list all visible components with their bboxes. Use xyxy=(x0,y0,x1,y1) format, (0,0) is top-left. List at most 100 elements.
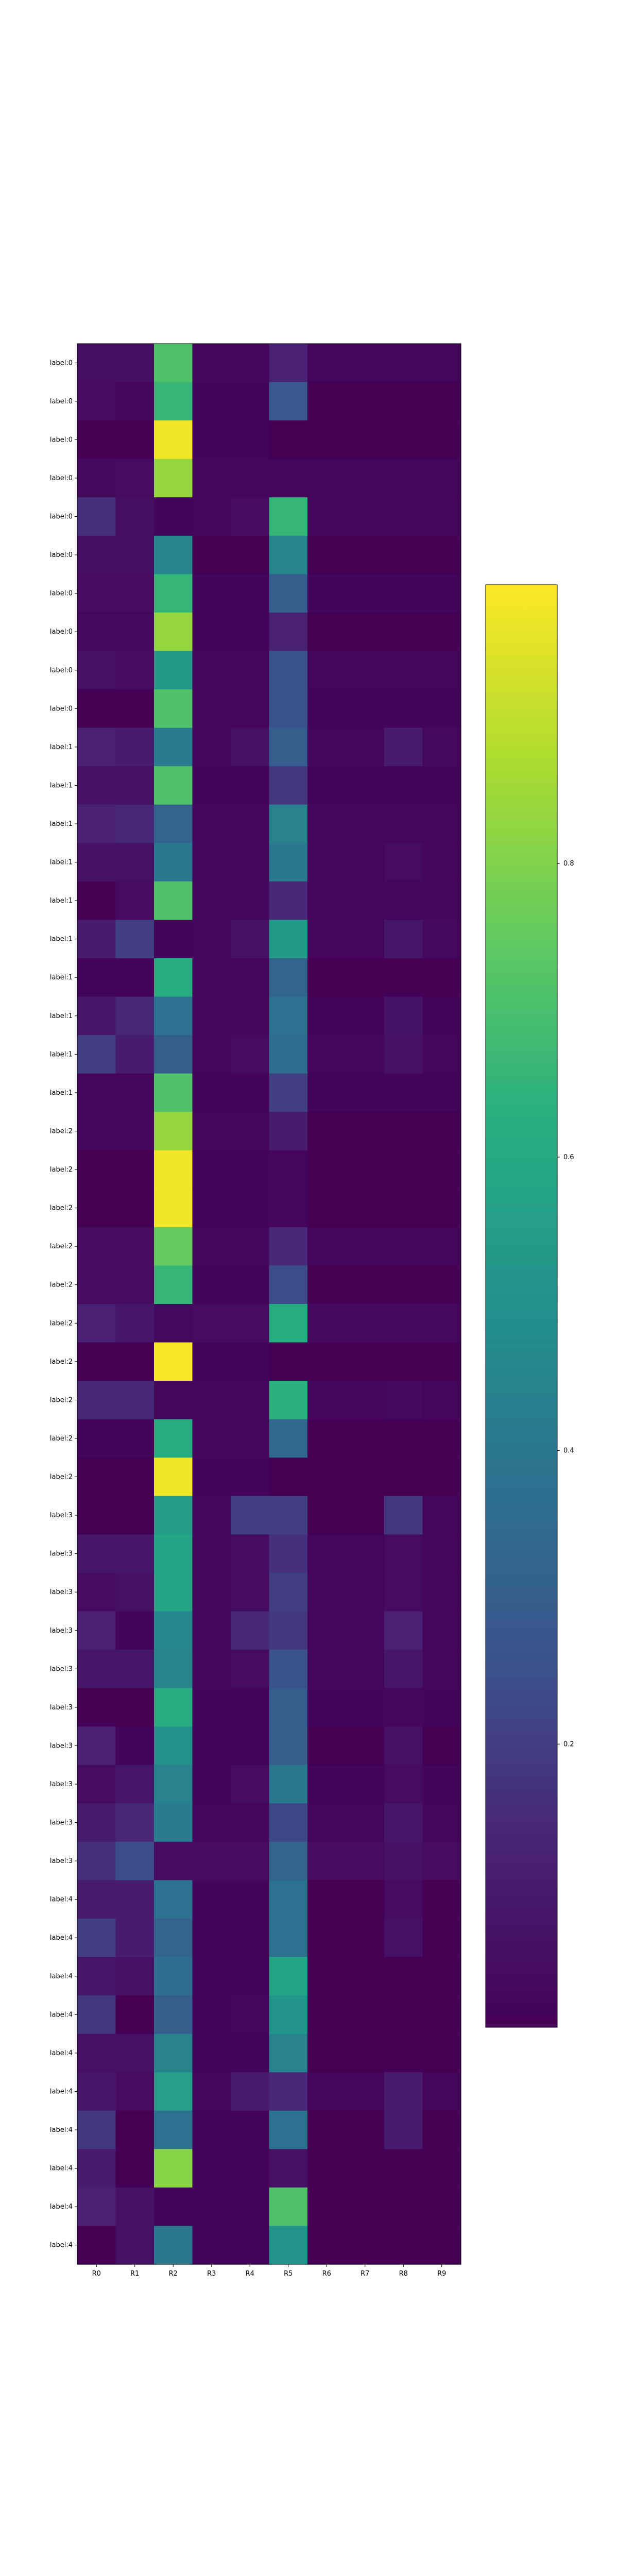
heatmap-cell xyxy=(77,1112,116,1151)
heatmap-cell xyxy=(77,881,116,920)
heatmap-cell xyxy=(269,1419,308,1458)
heatmap-cell xyxy=(346,1458,385,1497)
heatmap-cell xyxy=(422,651,461,690)
column-tick-labels: R0 R1 R2 R3 R4 R5 R6 R7 R8 R9 xyxy=(92,2264,446,2278)
heatmap-cell xyxy=(422,1534,461,1573)
heatmap-cell xyxy=(269,1650,308,1689)
row-tick-label: label:4 xyxy=(50,1973,73,1980)
heatmap-cell xyxy=(192,1112,231,1151)
row-tick-label: label:2 xyxy=(50,1319,73,1327)
heatmap-cell xyxy=(346,1995,385,2035)
heatmap-cell xyxy=(115,1534,154,1573)
heatmap-cell xyxy=(154,574,193,613)
heatmap-cell xyxy=(422,881,461,920)
heatmap-cell xyxy=(269,574,308,613)
heatmap-cell xyxy=(269,920,308,959)
heatmap-cell xyxy=(115,1304,154,1343)
heatmap-cell xyxy=(422,1150,461,1189)
row-tick-label: label:3 xyxy=(50,1512,73,1519)
heatmap-cell xyxy=(154,1419,193,1458)
heatmap-cell xyxy=(269,1841,308,1880)
heatmap-cell xyxy=(384,804,423,843)
heatmap-cell xyxy=(115,727,154,767)
row-tick-label: label:2 xyxy=(50,1396,73,1404)
heatmap-cell xyxy=(77,344,116,383)
heatmap-cell xyxy=(422,2072,461,2111)
heatmap-cell xyxy=(154,1995,193,2035)
row-tick-label: label:0 xyxy=(50,513,73,521)
heatmap-cell xyxy=(115,497,154,536)
heatmap-cell xyxy=(422,1880,461,1919)
row-tick-label: label:4 xyxy=(50,2088,73,2095)
heatmap-cell xyxy=(77,1765,116,1804)
heatmap-cell xyxy=(307,1726,347,1766)
heatmap-cell xyxy=(115,1611,154,1650)
heatmap-cell xyxy=(422,958,461,997)
heatmap-cell xyxy=(384,612,423,652)
heatmap-cell xyxy=(307,1572,347,1612)
row-tick-label: label:4 xyxy=(50,1896,73,1904)
heatmap-cell xyxy=(307,1918,347,1958)
heatmap-cell xyxy=(269,1073,308,1112)
heatmap-cell xyxy=(422,1957,461,1996)
column-tick-label: R4 xyxy=(246,2270,254,2278)
heatmap-cell xyxy=(154,459,193,498)
heatmap-cell xyxy=(307,1957,347,1996)
heatmap-cell xyxy=(154,535,193,574)
heatmap-cell xyxy=(77,920,116,959)
heatmap-cell xyxy=(115,1073,154,1112)
heatmap-cell xyxy=(422,1496,461,1535)
heatmap-cell xyxy=(115,766,154,805)
heatmap-cell xyxy=(307,2187,347,2227)
heatmap-cell xyxy=(384,497,423,536)
heatmap-cell xyxy=(307,1496,347,1535)
heatmap-cell xyxy=(346,1918,385,1958)
row-tick-label: label:4 xyxy=(50,2242,73,2249)
heatmap-cell xyxy=(269,1765,308,1804)
row-tick-label: label:4 xyxy=(50,2203,73,2211)
heatmap-cell xyxy=(154,958,193,997)
heatmap-cell xyxy=(384,1381,423,1420)
heatmap-cell xyxy=(192,2110,231,2149)
heatmap-cell xyxy=(231,804,270,843)
heatmap-cell xyxy=(346,2033,385,2073)
heatmap-cell xyxy=(346,843,385,882)
heatmap-cell xyxy=(269,1265,308,1304)
heatmap-cell xyxy=(422,804,461,843)
heatmap-cell xyxy=(192,651,231,690)
heatmap-cell xyxy=(115,459,154,498)
heatmap-cell xyxy=(231,766,270,805)
heatmap-cell xyxy=(422,535,461,574)
heatmap-cell xyxy=(307,881,347,920)
row-tick-label: label:3 xyxy=(50,1550,73,1558)
heatmap-cell xyxy=(231,958,270,997)
heatmap-cell xyxy=(269,1611,308,1650)
heatmap-cell xyxy=(115,920,154,959)
heatmap-cell xyxy=(346,1150,385,1189)
row-tick-label: label:0 xyxy=(50,436,73,444)
heatmap-cell xyxy=(346,1803,385,1842)
heatmap-cell xyxy=(346,1496,385,1535)
heatmap-cell xyxy=(346,1342,385,1381)
heatmap-cell xyxy=(154,1035,193,1074)
heatmap-cell xyxy=(346,420,385,460)
row-tick-label: label:0 xyxy=(50,705,73,713)
heatmap-cell xyxy=(346,1572,385,1612)
heatmap-cell xyxy=(269,727,308,767)
heatmap-cell xyxy=(269,497,308,536)
heatmap-cell xyxy=(384,1304,423,1343)
heatmap-cell xyxy=(192,1880,231,1919)
heatmap-cell xyxy=(192,2226,231,2265)
heatmap-cell xyxy=(115,1189,154,1228)
heatmap-cell xyxy=(269,1189,308,1228)
heatmap-cell xyxy=(346,1841,385,1880)
heatmap-cell xyxy=(422,1342,461,1381)
heatmap-cell xyxy=(77,1419,116,1458)
heatmap-cell xyxy=(192,1304,231,1343)
heatmap-cell xyxy=(192,1381,231,1420)
heatmap-cell xyxy=(231,2072,270,2111)
heatmap-cell xyxy=(115,420,154,460)
row-tick-label: label:2 xyxy=(50,1166,73,1174)
heatmap-cell xyxy=(192,766,231,805)
heatmap-cell xyxy=(307,344,347,383)
